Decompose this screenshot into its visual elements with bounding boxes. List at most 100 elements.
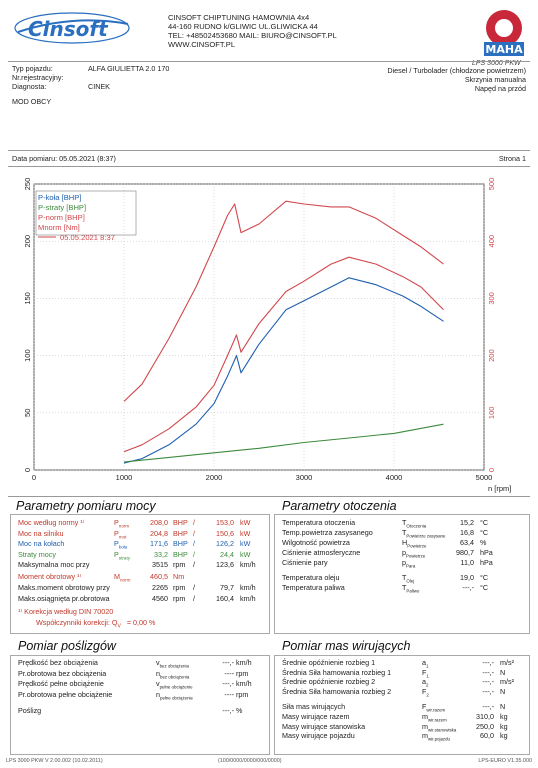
param-unit: N bbox=[500, 686, 506, 696]
measure-date: Data pomiaru: 05.05.2021 (8:37) bbox=[12, 154, 116, 163]
dyno-chart: 0 1000 2000 3000 4000 5000 0 50 100 150 200 250 0 100… bbox=[6, 170, 534, 500]
legend-frame bbox=[35, 190, 137, 236]
param-value: ---,- bbox=[222, 706, 234, 715]
symbol: M bbox=[114, 572, 120, 581]
company-header: CINSOFT CHIPTUNING HAMOWNIA 4x4 44-160 R… bbox=[168, 13, 337, 49]
rotating-mass-title: Pomiar mas wirujących bbox=[282, 639, 411, 653]
param-value: ---,- bbox=[462, 583, 474, 592]
param-unit: % bbox=[236, 706, 243, 715]
correction-value: = 0,00 % bbox=[126, 618, 156, 627]
correction-note: Współczynniki korekcji: QV = 0,00 % bbox=[36, 618, 155, 629]
param-symbol: vpełne obciążenie bbox=[156, 679, 193, 689]
param-label: Temperatura paliwa bbox=[282, 583, 345, 592]
power-row-value2: 150,6 bbox=[216, 528, 234, 538]
param-unit: °C bbox=[480, 518, 489, 527]
company-website: WWW.CINSOFT.PL bbox=[168, 40, 236, 49]
legend-entry: P-norm [BHP] bbox=[38, 213, 85, 222]
symbol-sub: 2 bbox=[426, 692, 429, 698]
drive-type: Napęd na przód bbox=[474, 84, 526, 93]
footer-euro: LPS-EURO V1.35.000 bbox=[478, 758, 532, 764]
logo-text: Cinsoft bbox=[28, 17, 109, 41]
vehicle-type-value: ALFA GIULIETTA 2.0 170 bbox=[88, 64, 170, 73]
symbol: m bbox=[422, 721, 428, 731]
x-tick-label: 5000 bbox=[476, 473, 493, 482]
divider bbox=[8, 496, 530, 497]
param-symbol: HPowietrze bbox=[402, 538, 426, 548]
slash: / bbox=[193, 594, 195, 603]
rotating-mass-box bbox=[274, 655, 530, 755]
param-unit: N bbox=[500, 702, 506, 712]
company-address: 44-160 RUDNO k/GLIWIC UL.GLIWICKA 44 bbox=[168, 22, 318, 31]
param-unit: °C bbox=[480, 573, 489, 582]
param-value: 19,0 bbox=[460, 573, 474, 582]
param-unit: hPa bbox=[480, 558, 493, 567]
symbol: F bbox=[422, 667, 427, 677]
param-symbol: pPowietrze bbox=[402, 548, 425, 558]
power-row-value2: 79,7 bbox=[220, 583, 234, 592]
ambient-params-box bbox=[274, 514, 530, 634]
param-symbol: TOtoczenia bbox=[402, 518, 426, 528]
power-row-label: Maks.moment obrotowy przy bbox=[18, 583, 110, 592]
param-value: ---,- bbox=[222, 679, 234, 688]
x-tick-label: 3000 bbox=[296, 473, 313, 482]
company-name: CINSOFT CHIPTUNING HAMOWNIA 4x4 bbox=[168, 13, 310, 22]
power-row-unit2: kW bbox=[240, 518, 251, 527]
power-row-value1: 3515 bbox=[152, 560, 168, 569]
param-label: Masy wirujące stanowiska bbox=[282, 721, 366, 731]
power-row-unit1: rpm bbox=[173, 583, 186, 592]
power-row-unit1: BHP bbox=[173, 539, 188, 548]
param-label: Siła mas wirujących bbox=[282, 702, 346, 712]
param-value: 15,2 bbox=[460, 518, 474, 527]
power-row-unit1: BHP bbox=[173, 528, 188, 538]
param-label: Wilgotność powietrza bbox=[282, 538, 350, 547]
power-row-unit2: kW bbox=[240, 539, 251, 548]
power-row-value1: 33,2 bbox=[154, 549, 168, 559]
lps-model: LPS 3000 PKW bbox=[472, 60, 521, 67]
y-left-tick-label: 0 bbox=[23, 468, 32, 472]
footer-version: LPS 3000 PKW V 2.00.002 (10.02.2011) bbox=[6, 758, 103, 764]
power-row-value2: 160,4 bbox=[216, 594, 234, 603]
param-symbol: TPaliwo bbox=[402, 583, 419, 593]
diagnostician-value: CINEK bbox=[88, 82, 110, 91]
x-tick-label: 0 bbox=[32, 473, 36, 482]
symbol-sub: norm bbox=[120, 577, 131, 583]
power-row-value1: 171,6 bbox=[150, 539, 168, 548]
correction-label: Współczynniki korekcji: Q bbox=[36, 618, 118, 627]
symbol: p bbox=[402, 548, 406, 557]
symbol: m bbox=[422, 731, 428, 741]
maha-logo: MAHA bbox=[478, 8, 530, 60]
param-value: 980,7 bbox=[456, 548, 474, 557]
param-unit: m/s² bbox=[500, 658, 514, 667]
symbol: a bbox=[422, 677, 426, 687]
page-number: Strona 1 bbox=[498, 154, 526, 163]
power-row-symbol: Pnorm bbox=[114, 518, 129, 528]
divider bbox=[8, 166, 530, 167]
power-row-value1: 4560 bbox=[152, 594, 168, 603]
symbol: F bbox=[422, 686, 427, 696]
power-row-label: Maksymalna moc przy bbox=[18, 560, 90, 569]
param-label: Pr.obrotowa pełne obciążenie bbox=[18, 689, 113, 699]
param-unit: km/h bbox=[236, 679, 252, 688]
symbol: v bbox=[156, 658, 160, 667]
y-right-tick-label: 200 bbox=[487, 349, 496, 362]
symbol-sub: pełne obciążenie bbox=[159, 684, 193, 690]
din-note: ¹⁾ Korekcja według DIN 70020 bbox=[18, 607, 114, 616]
slash: / bbox=[193, 528, 195, 538]
series-line bbox=[123, 423, 444, 463]
param-value: ---,- bbox=[482, 667, 494, 677]
param-symbol: TOlej bbox=[402, 573, 414, 583]
symbol-sub: bez obciążenia bbox=[159, 663, 189, 669]
symbol: n bbox=[156, 668, 160, 678]
legend-date: 05.05.2021 8:37 bbox=[60, 233, 115, 242]
param-unit: rpm bbox=[236, 689, 249, 699]
symbol-sub: Powietrze bbox=[406, 553, 426, 559]
param-unit: kg bbox=[500, 721, 508, 731]
power-row-label: Moment obrotowy ¹⁾ bbox=[18, 572, 82, 581]
symbol: n bbox=[156, 689, 160, 699]
param-value: ---,- bbox=[482, 686, 494, 696]
maha-text: MAHA bbox=[485, 43, 523, 56]
param-symbol: npełne obciążenie bbox=[156, 690, 193, 700]
symbol: H bbox=[402, 538, 408, 547]
param-label: Średnia Siła hamowania rozbieg 2 bbox=[282, 686, 392, 696]
power-row-label: Moc według normy ¹⁾ bbox=[18, 518, 85, 527]
